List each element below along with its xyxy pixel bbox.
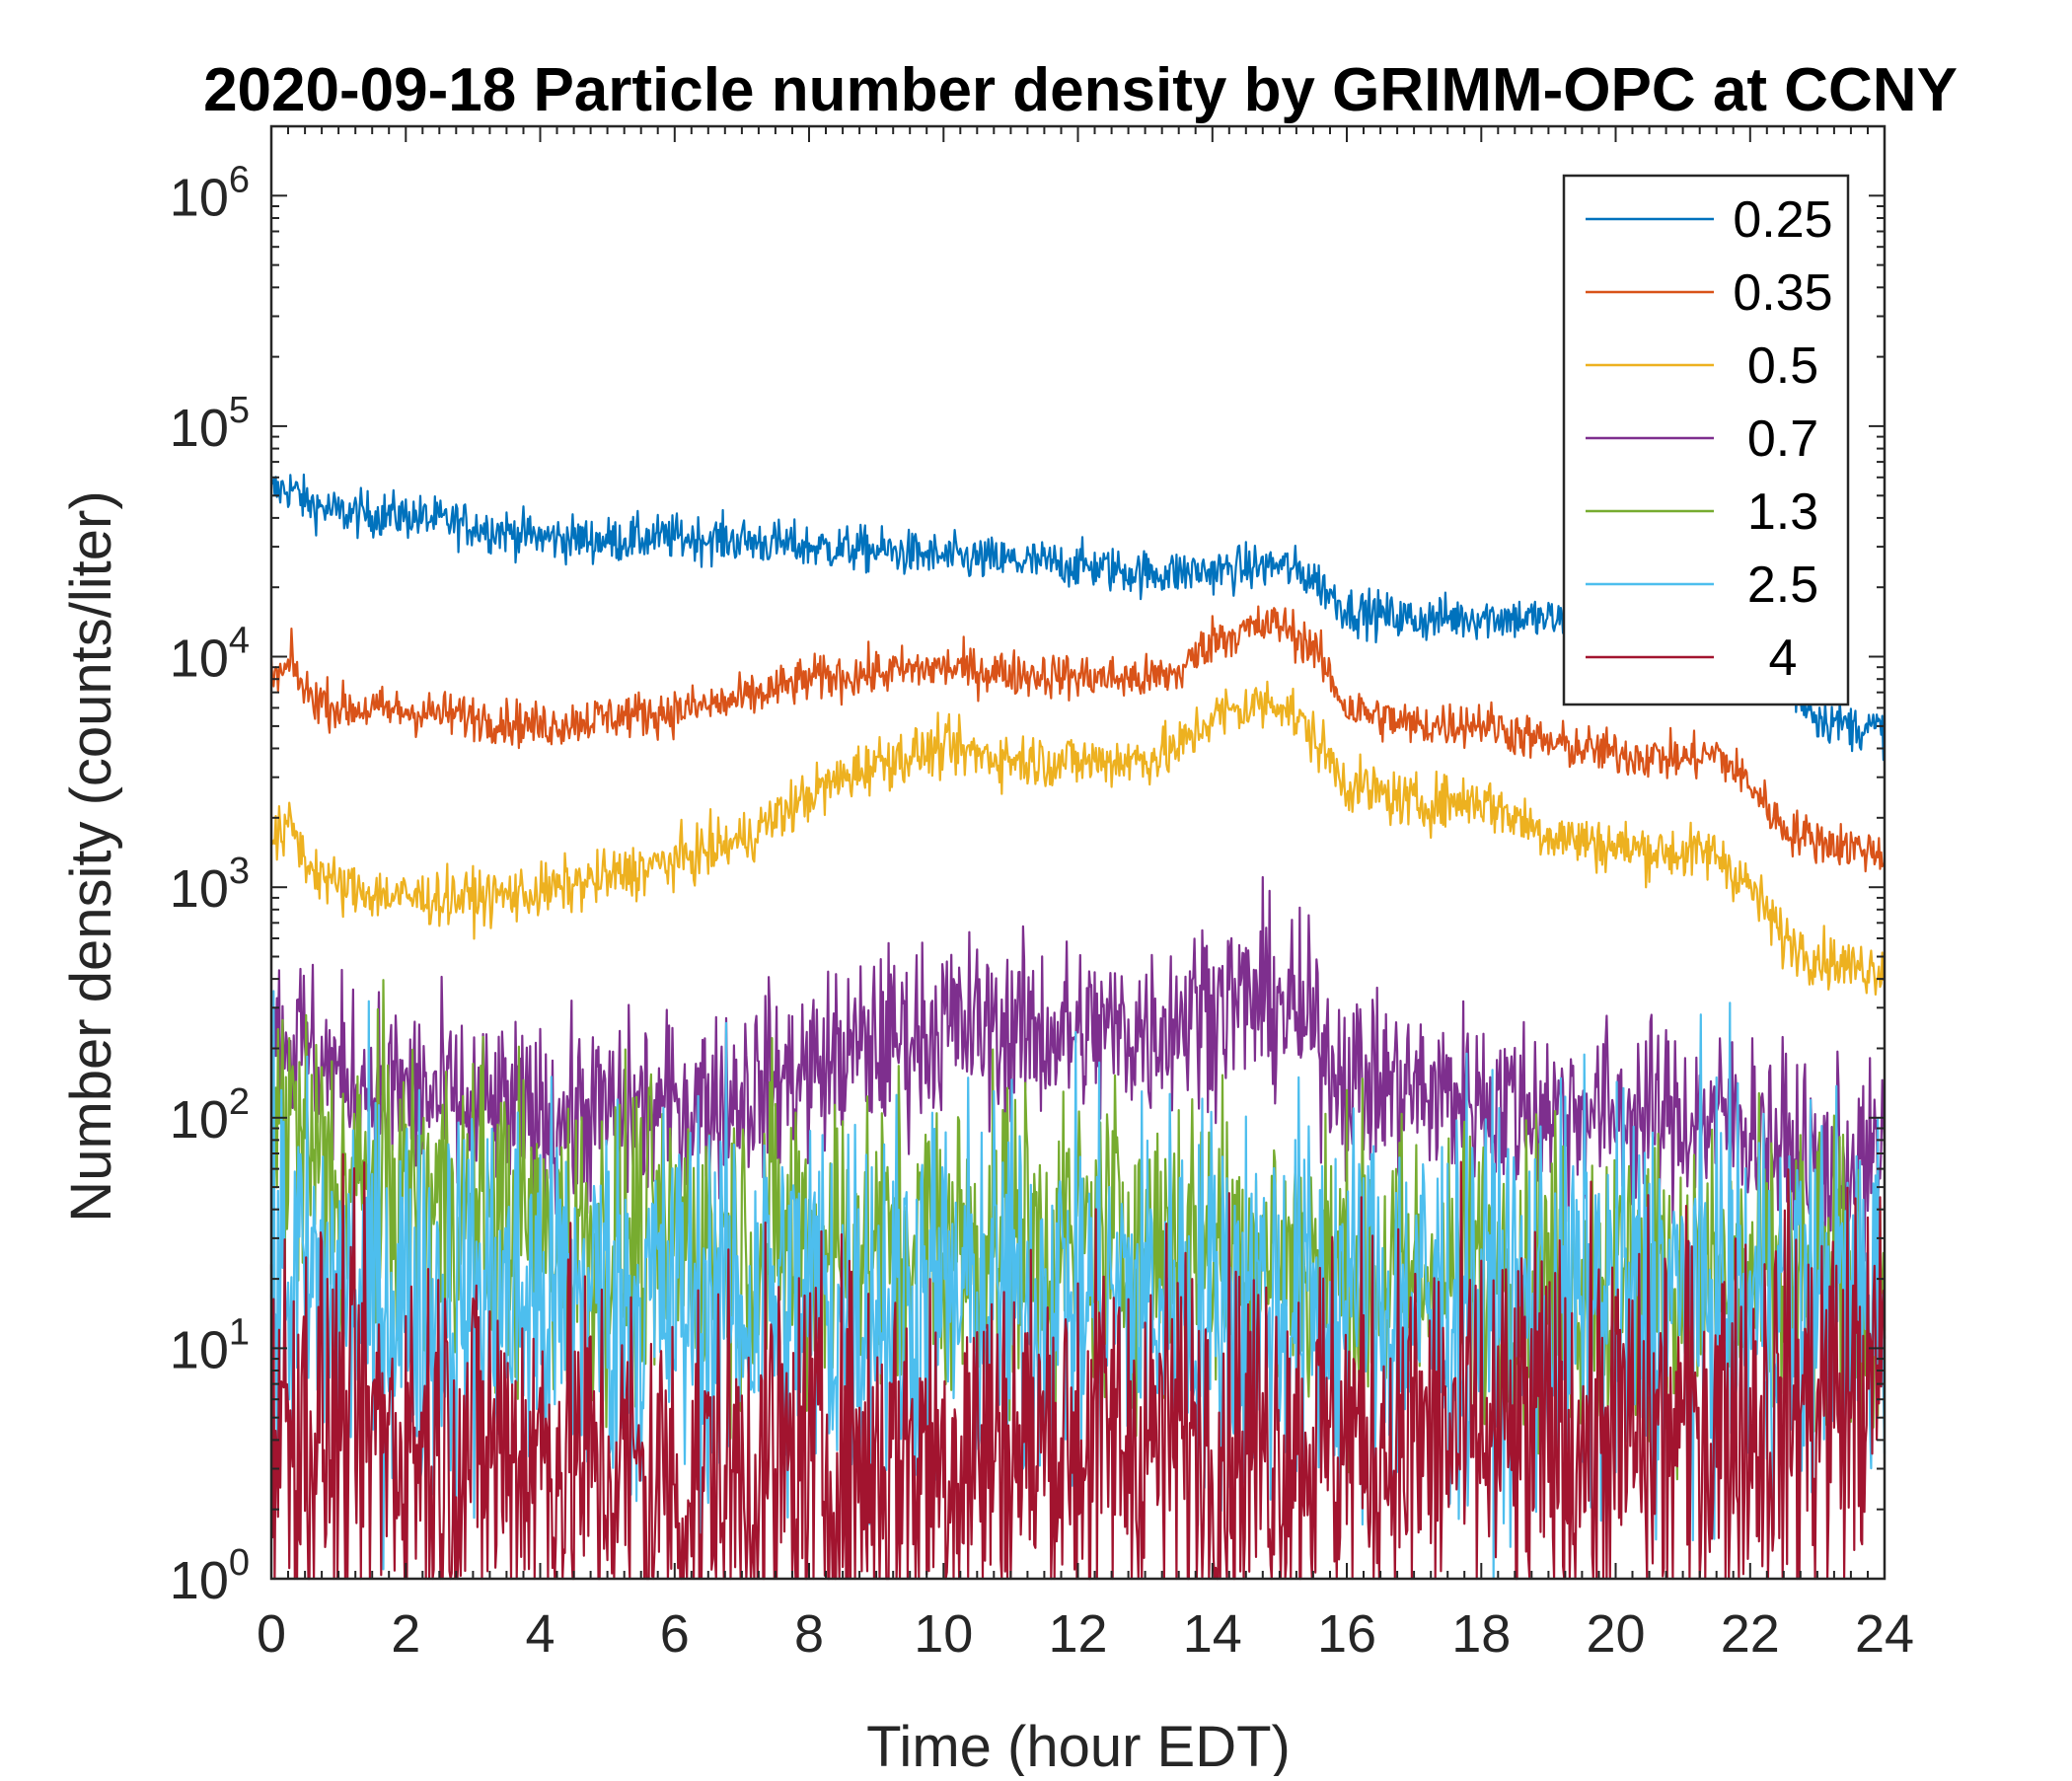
series-line-4	[269, 1152, 1887, 1581]
y-axis-label: Number density (counts/liter)	[59, 490, 123, 1222]
x-tick-label: 8	[794, 1604, 824, 1664]
axes-layer: 0 2 4 6 8 10 12 14 16 18 20 22 241001011021031041051…	[170, 124, 1914, 1664]
x-tick-label: 4	[525, 1604, 555, 1664]
legend-label-2.5: 2.5	[1747, 557, 1818, 614]
y-tick-label: 103	[170, 851, 250, 919]
legend-label-0.35: 0.35	[1733, 264, 1832, 322]
legend-label-0.7: 0.7	[1747, 410, 1818, 468]
y-tick-label: 104	[170, 621, 250, 689]
legend-label-0.5: 0.5	[1747, 337, 1818, 395]
y-tick-label: 105	[170, 390, 250, 458]
legend-box	[1562, 174, 1850, 706]
x-tick-label: 10	[914, 1604, 973, 1664]
legend-label-1.3: 1.3	[1747, 483, 1818, 541]
series-line-0.5	[270, 680, 1887, 996]
x-axis-label: Time (hour EDT)	[866, 1715, 1291, 1776]
legend-label-4: 4	[1769, 630, 1798, 687]
x-tick-label: 18	[1451, 1604, 1511, 1664]
chart-title: 2020-09-18 Particle number density by GR…	[203, 56, 1958, 124]
x-tick-label: 24	[1855, 1604, 1914, 1664]
y-tick-label: 102	[170, 1081, 250, 1150]
y-tick-label: 100	[170, 1542, 250, 1610]
x-tick-label: 6	[660, 1604, 690, 1664]
x-tick-label: 2	[391, 1604, 420, 1664]
x-tick-label: 14	[1183, 1604, 1242, 1664]
x-tick-label: 22	[1721, 1604, 1780, 1664]
y-tick-label: 106	[170, 159, 250, 227]
series-line-0.35	[269, 605, 1886, 873]
x-tick-label: 0	[257, 1604, 286, 1664]
legend-label-0.25: 0.25	[1733, 191, 1832, 249]
y-tick-label: 101	[170, 1311, 250, 1379]
legend: 0.25 0.35 0.5 0.7 1.3 2.5 4	[1562, 174, 1850, 706]
x-tick-label: 12	[1048, 1604, 1107, 1664]
series-layer	[269, 473, 1887, 1581]
x-tick-label: 20	[1586, 1604, 1645, 1664]
x-tick-label: 16	[1317, 1604, 1376, 1664]
